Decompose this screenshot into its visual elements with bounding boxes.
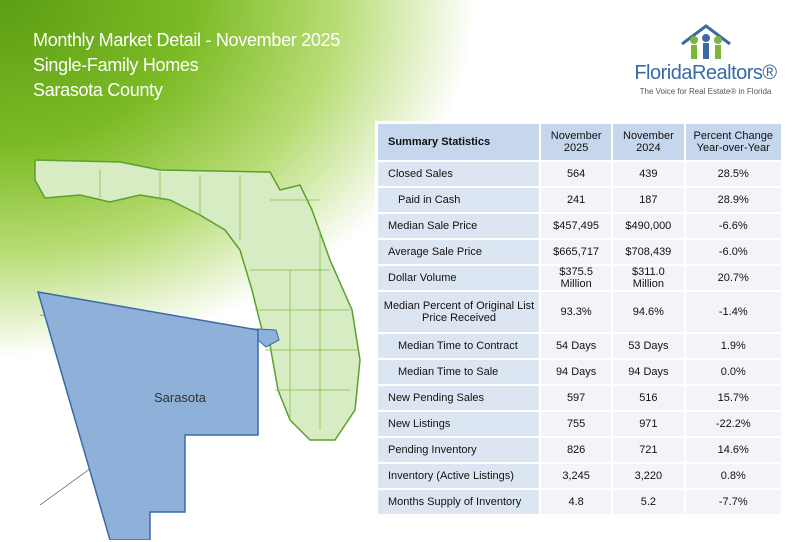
column-header: Summary Statistics (378, 124, 539, 160)
logo: FloridaRealtors® The Voice for Real Esta… (628, 22, 783, 96)
cell: 20.7% (685, 266, 781, 290)
cell: 3,220 (613, 464, 684, 488)
cell: $311.0 Million (613, 266, 684, 290)
county-lines (99, 170, 358, 430)
cell: 597 (541, 386, 612, 410)
table-row: Paid in Cash 241 187 28.9% (378, 188, 781, 212)
row-label: Inventory (Active Listings) (378, 464, 539, 488)
row-label: Median Sale Price (378, 214, 539, 238)
cell: -6.6% (685, 214, 781, 238)
cell: 0.0% (685, 360, 781, 384)
table-row: Pending Inventory 826 721 14.6% (378, 438, 781, 462)
cell: 1.9% (685, 334, 781, 358)
cell: 971 (613, 412, 684, 436)
cell: 564 (541, 162, 612, 186)
row-label: Closed Sales (378, 162, 539, 186)
cell: 15.7% (685, 386, 781, 410)
cell: 241 (541, 188, 612, 212)
header-row: Summary Statistics November 2025 November … (378, 124, 781, 160)
cell: 4.8 (541, 490, 612, 514)
cell: 94 Days (541, 360, 612, 384)
cell: 826 (541, 438, 612, 462)
cell: 53 Days (613, 334, 684, 358)
row-label: Pending Inventory (378, 438, 539, 462)
cell: 439 (613, 162, 684, 186)
row-label: Median Time to Sale (378, 360, 539, 384)
row-label: New Listings (378, 412, 539, 436)
cell: $665,717 (541, 240, 612, 264)
row-label: Average Sale Price (378, 240, 539, 264)
cell: 14.6% (685, 438, 781, 462)
table-row: New Pending Sales 597 516 15.7% (378, 386, 781, 410)
table-body: Closed Sales 564 439 28.5% Paid in Cash 241 18… (378, 162, 781, 514)
cell: 94.6% (613, 292, 684, 332)
title: Monthly Market Detail - November 2025 (33, 30, 341, 50)
table-row: Closed Sales 564 439 28.5% (378, 162, 781, 186)
table-row: Inventory (Active Listings) 3,245 3,220 0.8… (378, 464, 781, 488)
cell: -1.4% (685, 292, 781, 332)
cell: 54 Days (541, 334, 612, 358)
column-header: November 2025 (541, 124, 612, 160)
cell: $457,495 (541, 214, 612, 238)
cell: $375.5 Million (541, 266, 612, 290)
cell: 93.3% (541, 292, 612, 332)
table-row: New Listings 755 971 -22.2% (378, 412, 781, 436)
florida-shape (34, 159, 361, 441)
row-label: Median Time to Contract (378, 334, 539, 358)
cell: -22.2% (685, 412, 781, 436)
cell: 5.2 (613, 490, 684, 514)
row-label: Median Percent of Original List Price Re… (378, 292, 539, 332)
table-row: Dollar Volume $375.5 Million $311.0 Millio… (378, 266, 781, 290)
cell: -7.7% (685, 490, 781, 514)
column-header: Percent Change Year-over-Year (685, 124, 781, 160)
cell: 755 (541, 412, 612, 436)
cell: $708,439 (613, 240, 684, 264)
region: Sarasota County (33, 80, 163, 100)
table-row: Median Time to Sale 94 Days 94 Days 0.0% (378, 360, 781, 384)
row-label: New Pending Sales (378, 386, 539, 410)
table-row: Average Sale Price $665,717 $708,439 -6.0% (378, 240, 781, 264)
sarasota-zoom (36, 291, 259, 540)
cell: 94 Days (613, 360, 684, 384)
row-label: Months Supply of Inventory (378, 490, 539, 514)
subtitle: Single-Family Homes (33, 55, 199, 75)
logo-icon (681, 24, 731, 59)
cell: 0.8% (685, 464, 781, 488)
map-label: Sarasota (154, 390, 207, 405)
cell: 516 (613, 386, 684, 410)
cell: 3,245 (541, 464, 612, 488)
map: Sarasota (34, 159, 361, 540)
row-label: Paid in Cash (378, 188, 539, 212)
logo-tagline: The Voice for Real Estate® in Florida (639, 87, 772, 96)
logo-name: FloridaRealtors® (634, 62, 777, 84)
cell: $490,000 (613, 214, 684, 238)
row-label: Dollar Volume (378, 266, 539, 290)
cell: 28.9% (685, 188, 781, 212)
cell: 721 (613, 438, 684, 462)
summary-table: Summary Statistics November 2025 November … (376, 122, 783, 516)
table-row: Median Percent of Original List Price Re… (378, 292, 781, 332)
cell: -6.0% (685, 240, 781, 264)
column-header: November 2024 (613, 124, 684, 160)
table-row: Median Time to Contract 54 Days 53 Days 1.9… (378, 334, 781, 358)
table-row: Median Sale Price $457,495 $490,000 -6.6% (378, 214, 781, 238)
table-row: Months Supply of Inventory 4.8 5.2 -7.7% (378, 490, 781, 514)
cell: 187 (613, 188, 684, 212)
cell: 28.5% (685, 162, 781, 186)
